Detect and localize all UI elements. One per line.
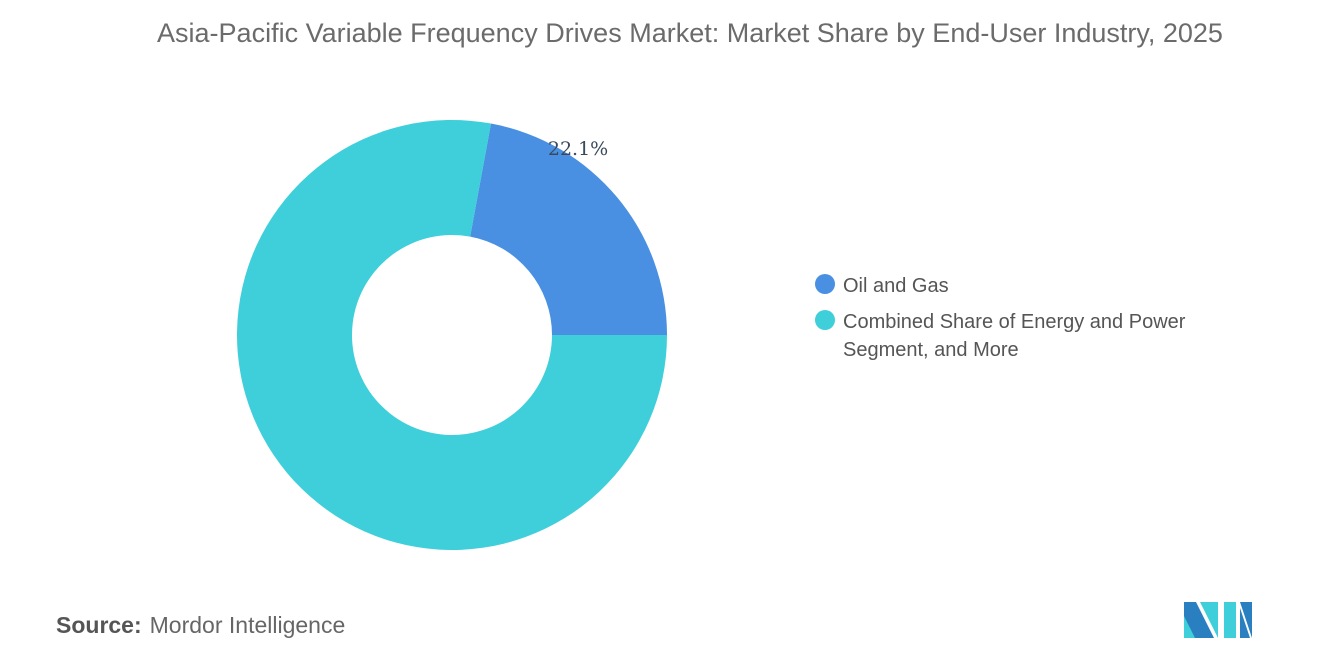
mordor-intelligence-logo <box>1184 602 1252 638</box>
data-label: 22.1% <box>548 138 608 160</box>
legend-item-oil-gas: Oil and Gas <box>815 272 1255 300</box>
chart-title: Asia-Pacific Variable Frequency Drives M… <box>157 18 1223 48</box>
donut-slice-0 <box>470 123 667 335</box>
legend-item-combined: Combined Share of Energy and Power Segme… <box>815 308 1255 364</box>
donut-slice-1 <box>237 120 667 551</box>
legend-swatch <box>815 310 835 330</box>
legend-swatch <box>815 274 835 294</box>
legend-label: Combined Share of Energy and Power Segme… <box>843 311 1186 361</box>
legend-label: Oil and Gas <box>843 275 949 297</box>
source-note: Source: Mordor Intelligence <box>56 612 345 639</box>
source-label: Source: <box>56 612 142 638</box>
source-value: Mordor Intelligence <box>149 612 346 638</box>
legend: Oil and Gas Combined Share of Energy and… <box>815 272 1255 372</box>
